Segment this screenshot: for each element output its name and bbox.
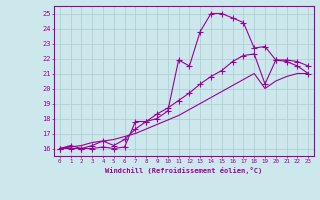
X-axis label: Windchill (Refroidissement éolien,°C): Windchill (Refroidissement éolien,°C): [105, 167, 263, 174]
